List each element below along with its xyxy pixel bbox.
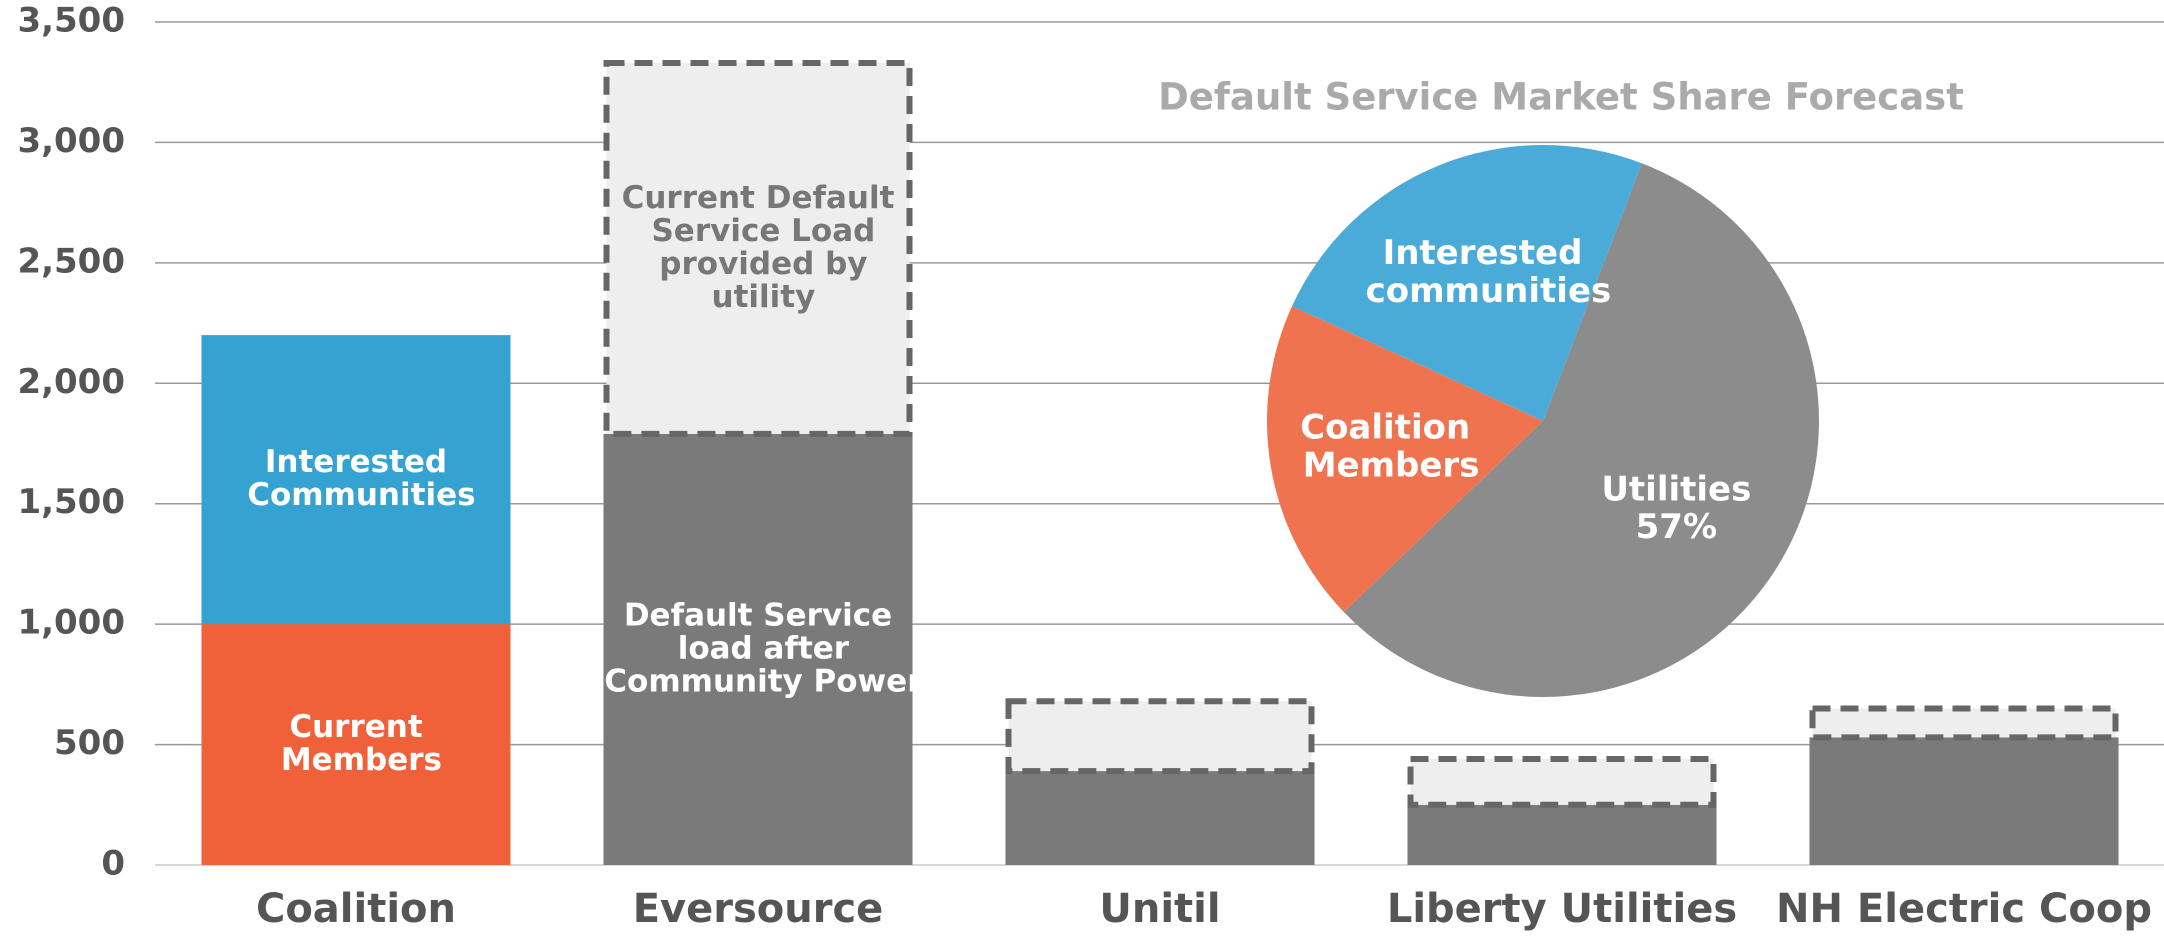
slice-label: Utilities [1601, 469, 1751, 509]
y-tick-label: 1,000 [17, 603, 125, 643]
bar-segment [1809, 705, 2119, 741]
segment-label: Current Default Service Load provided by… [622, 179, 895, 314]
pie-slice [1343, 163, 1819, 698]
x-tick-label: NH Electric Coop [1776, 886, 2152, 932]
y-tick-label: 3,000 [17, 121, 125, 161]
x-tick-label: Coalition [256, 886, 456, 932]
y-tick-label: 2,000 [17, 362, 125, 402]
segment-label: Interested Communities [236, 444, 475, 513]
bar-segment [1407, 756, 1717, 808]
y-tick-label: 1,500 [17, 482, 125, 522]
bar-segment [603, 433, 913, 865]
bar-segment [1005, 698, 1315, 775]
x-tick-label: Eversource [633, 886, 884, 932]
slice-value-label: 57% [1636, 507, 1717, 547]
slice-label: Coalition Members [1291, 407, 1480, 485]
x-tick-label: Unitil [1099, 886, 1220, 932]
pie-slice [1267, 306, 1543, 613]
pie-title: Default Service Market Share Forecast [1158, 76, 1964, 119]
y-tick-label: 0 [101, 844, 125, 884]
segment-label: Current Members [270, 709, 442, 778]
x-tick-label: Liberty Utilities [1387, 886, 1737, 932]
bar-segment [603, 59, 913, 437]
y-tick-label: 500 [54, 723, 125, 763]
bar-segment [201, 335, 511, 625]
y-tick-label: 3,500 [17, 1, 125, 41]
bar-segment [1809, 737, 2119, 865]
slice-label: Interested communities [1354, 232, 1611, 310]
pie-slice [1292, 144, 1642, 421]
y-tick-label: 2,500 [17, 241, 125, 281]
bar-segment [201, 624, 511, 865]
bar-segment [1407, 804, 1717, 865]
segment-label: Default Service load after Community Pow… [594, 597, 924, 699]
bar-segment [1005, 771, 1315, 865]
